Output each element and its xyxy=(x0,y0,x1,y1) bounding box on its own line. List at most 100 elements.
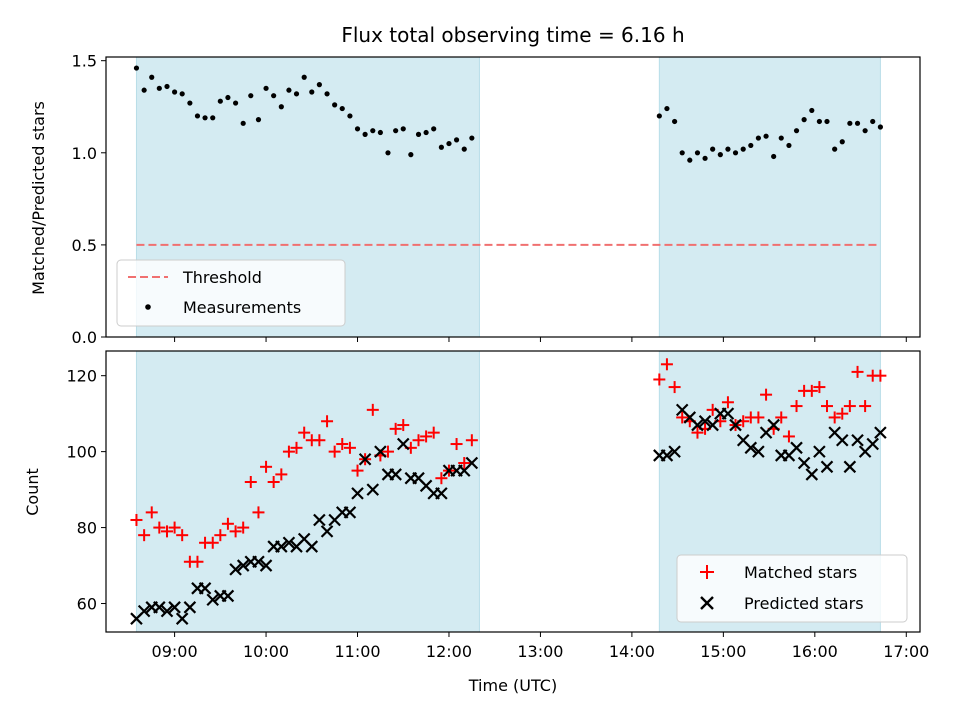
predicted-star-point xyxy=(706,418,719,432)
measurement-point xyxy=(740,146,746,152)
y-tick-label: 80 xyxy=(77,519,97,538)
x-tick: 17:00 xyxy=(883,632,929,661)
predicted-star-point xyxy=(282,536,296,550)
predicted-star-point xyxy=(752,445,765,458)
matched-star-point xyxy=(282,445,295,458)
matched-star-point xyxy=(130,513,143,526)
predicted-star-point xyxy=(305,540,319,553)
predicted-star-point xyxy=(813,445,826,458)
matched-star-point xyxy=(298,426,311,439)
matched-star-point xyxy=(775,411,788,424)
predicted-star-point xyxy=(805,468,819,481)
measurement-point xyxy=(862,128,868,134)
legend-predicted-swatch xyxy=(700,596,714,610)
measurement-point xyxy=(263,85,269,91)
matched-star-point xyxy=(874,369,887,382)
predicted-star-point xyxy=(396,437,410,451)
predicted-star-point xyxy=(744,441,758,455)
measurement-point xyxy=(664,105,670,112)
predicted-star-point xyxy=(358,452,372,466)
measurement-point xyxy=(293,91,300,97)
measurement-point xyxy=(271,93,277,99)
bottom-y-ticks: 60 80 100 120 xyxy=(66,367,106,614)
top-chart-title: Flux total observing time = 6.16 h xyxy=(341,23,684,47)
matched-star-point xyxy=(214,529,227,542)
x-tick: 10:00 xyxy=(243,632,289,661)
matched-star-point xyxy=(859,400,872,413)
matched-star-point xyxy=(790,400,803,413)
measurement-point xyxy=(408,152,414,158)
measurement-point xyxy=(832,146,838,152)
measurement-point xyxy=(755,135,761,141)
matched-star-point xyxy=(412,434,425,447)
matched-star-point xyxy=(321,415,334,428)
top-legend-box xyxy=(116,259,346,327)
measurement-point xyxy=(446,140,452,147)
x-tick-label: 16:00 xyxy=(792,642,838,661)
measurement-point xyxy=(156,85,162,91)
predicted-stars-series xyxy=(130,403,887,625)
matched-star-point xyxy=(275,468,288,481)
top-axes-frame xyxy=(105,56,921,338)
measurement-point xyxy=(149,74,155,80)
predicted-star-point xyxy=(313,513,326,527)
x-tick-label: 11:00 xyxy=(334,642,380,661)
top-y-axis-label: Matched/Predicted stars xyxy=(29,101,48,295)
measurement-point xyxy=(385,150,391,156)
matched-star-point xyxy=(191,555,204,568)
measurement-point xyxy=(423,129,429,136)
predicted-star-point xyxy=(691,418,704,432)
measurement-point xyxy=(469,135,475,141)
measurement-point xyxy=(164,83,170,90)
matched-star-point xyxy=(161,525,174,538)
predicted-star-point xyxy=(721,407,735,420)
matched-star-point xyxy=(389,422,402,435)
matched-star-point xyxy=(343,441,356,454)
predicted-star-point xyxy=(698,414,712,428)
predicted-star-point xyxy=(668,445,681,458)
matched-star-point xyxy=(458,457,471,470)
predicted-star-point xyxy=(435,487,448,500)
measurement-point xyxy=(362,131,368,137)
bottom-legend: Matched stars Predicted stars xyxy=(676,554,908,623)
measurement-point xyxy=(187,100,193,106)
y-tick: 0.0 xyxy=(72,328,106,347)
predicted-star-point xyxy=(160,604,174,618)
y-tick: 60 xyxy=(77,595,106,614)
matched-star-point xyxy=(676,411,689,424)
matched-star-point xyxy=(313,434,326,447)
measurement-point xyxy=(210,115,216,121)
predicted-star-point xyxy=(343,506,357,519)
measurement-point xyxy=(240,120,246,126)
measurement-point xyxy=(771,153,777,160)
matched-star-point xyxy=(252,506,265,519)
legend-matched-swatch xyxy=(700,565,714,579)
x-tick-label: 13:00 xyxy=(517,642,563,661)
matched-star-point xyxy=(721,396,734,409)
matched-star-point xyxy=(153,521,166,534)
measurement-point xyxy=(702,155,708,161)
measurement-point xyxy=(778,135,784,141)
bottom-y-axis-label: Count xyxy=(23,468,42,516)
matched-star-point xyxy=(752,411,765,424)
measurement-point xyxy=(217,98,223,104)
x-tick-label: 12:00 xyxy=(426,642,472,661)
matched-star-point xyxy=(653,373,666,386)
matched-star-point xyxy=(244,476,257,489)
predicted-star-point xyxy=(767,418,780,432)
matched-star-point xyxy=(843,400,856,413)
matched-star-point xyxy=(668,381,681,394)
matched-star-point xyxy=(397,419,410,432)
matched-star-point xyxy=(782,430,795,443)
measurement-point xyxy=(431,126,437,132)
predicted-star-point xyxy=(851,433,864,447)
measurement-point xyxy=(309,89,315,95)
y-tick-label: 1.0 xyxy=(72,144,97,163)
predicted-star-point xyxy=(820,460,834,474)
matched-star-point xyxy=(145,506,158,519)
measurement-point xyxy=(301,74,307,80)
shaded-interval-1 xyxy=(135,350,480,633)
measurement-point xyxy=(347,113,353,119)
predicted-star-point xyxy=(275,540,288,553)
